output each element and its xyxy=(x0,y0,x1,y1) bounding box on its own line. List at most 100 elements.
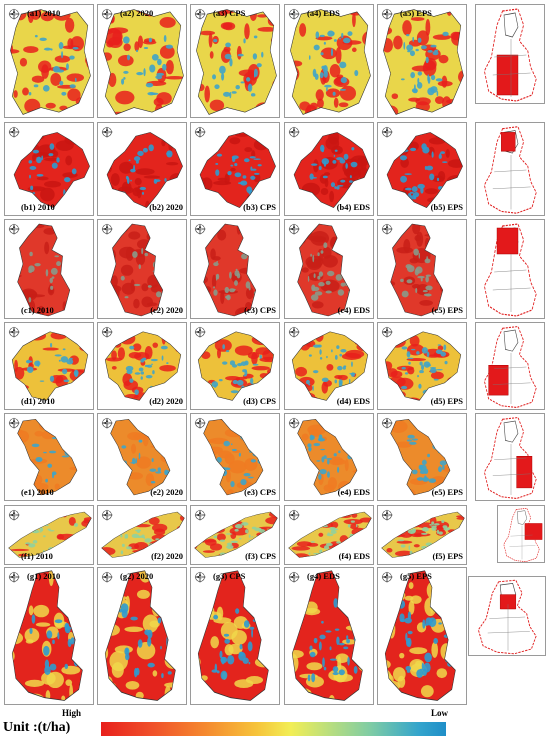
map-panel-f3: (f3) CPS xyxy=(190,505,280,565)
north-arrow-icon xyxy=(194,8,206,20)
locator-map-d xyxy=(475,322,545,410)
carbon-density-map xyxy=(11,331,89,401)
map-panel-d4: (d4) EDS xyxy=(284,322,374,410)
north-arrow-icon xyxy=(194,223,206,235)
carbon-density-map xyxy=(297,223,351,317)
carbon-density-map xyxy=(11,570,83,701)
map-panel-b2: (b2) 2020 xyxy=(97,122,187,216)
carbon-density-map xyxy=(197,331,275,401)
north-arrow-icon xyxy=(381,571,393,583)
locator-outline xyxy=(477,579,537,655)
map-panel-e1: (e1) 2010 xyxy=(4,413,94,501)
panel-label: (d3) CPS xyxy=(243,396,276,406)
north-arrow-icon xyxy=(381,326,393,338)
legend-low-label: Low xyxy=(431,708,449,718)
carbon-density-map xyxy=(383,9,464,115)
north-arrow-icon xyxy=(194,326,206,338)
north-arrow-icon xyxy=(288,326,300,338)
panel-label: (a5) EPS xyxy=(400,8,432,18)
locator-outline xyxy=(483,8,537,102)
carbon-density-map xyxy=(8,511,92,558)
north-arrow-icon xyxy=(101,509,113,521)
carbon-density-map xyxy=(103,9,184,115)
north-arrow-icon xyxy=(8,126,20,138)
north-arrow-icon xyxy=(288,571,300,583)
map-panel-b5: (b5) EPS xyxy=(377,122,467,216)
panel-label: (g5) EPS xyxy=(400,571,432,581)
panel-label: (c4) EDS xyxy=(337,305,370,315)
panel-label: (e3) CPS xyxy=(244,487,276,497)
locator-map-a xyxy=(475,4,545,104)
map-panel-b4: (b4) EDS xyxy=(284,122,374,216)
legend-unit-label: Unit :(t/ha) xyxy=(3,720,71,735)
north-arrow-icon xyxy=(288,509,300,521)
carbon-density-map xyxy=(196,9,277,115)
map-panel-a1: (a1) 2010 xyxy=(4,4,94,118)
north-arrow-icon xyxy=(288,8,300,20)
panel-label: (d5) EPS xyxy=(430,396,463,406)
north-arrow-icon xyxy=(381,223,393,235)
panel-label: (f4) EDS xyxy=(338,551,370,561)
map-panel-a3: (a3) CPS xyxy=(190,4,280,118)
north-arrow-icon xyxy=(8,326,20,338)
north-arrow-icon xyxy=(101,223,113,235)
panel-label: (f3) CPS xyxy=(245,551,276,561)
panel-label: (g4) EDS xyxy=(307,571,340,581)
panel-label: (c1) 2010 xyxy=(21,305,54,315)
map-panel-c3: (c3) CPS xyxy=(190,219,280,319)
map-panel-g3: (g3) CPS xyxy=(190,567,280,705)
carbon-density-map xyxy=(297,418,358,496)
map-panel-c4: (c4) EDS xyxy=(284,219,374,319)
map-panel-g2: (g2) 2020 xyxy=(97,567,187,705)
map-panel-g4: (g4) EDS xyxy=(284,567,374,705)
locator-outline xyxy=(483,325,537,409)
north-arrow-icon xyxy=(8,417,20,429)
carbon-density-map xyxy=(17,418,78,496)
north-arrow-icon xyxy=(8,571,20,583)
carbon-density-map xyxy=(384,570,456,701)
map-panel-e2: (e2) 2020 xyxy=(97,413,187,501)
locator-map-e xyxy=(475,413,545,501)
carbon-density-map xyxy=(197,570,269,701)
carbon-density-map xyxy=(104,570,176,701)
panel-label: (e1) 2010 xyxy=(21,487,54,497)
panel-label: (e5) EPS xyxy=(431,487,463,497)
map-panel-b1: (b1) 2010 xyxy=(4,122,94,216)
carbon-density-map xyxy=(203,223,257,317)
carbon-density-map xyxy=(386,132,463,208)
map-panel-a4: (a4) EDS xyxy=(284,4,374,118)
carbon-density-map xyxy=(290,9,371,115)
north-arrow-icon xyxy=(288,223,300,235)
locator-map-b xyxy=(475,122,545,216)
map-panel-e5: (e5) EPS xyxy=(377,413,467,501)
locator-outline xyxy=(483,126,537,214)
map-panel-c2: (c2) 2020 xyxy=(97,219,187,319)
panel-label: (e4) EDS xyxy=(337,487,370,497)
carbon-density-map xyxy=(17,223,71,317)
north-arrow-icon xyxy=(194,126,206,138)
panel-label: (a1) 2010 xyxy=(27,8,61,18)
panel-label: (c3) CPS xyxy=(244,305,276,315)
locator-map-f xyxy=(497,505,545,563)
north-arrow-icon xyxy=(194,509,206,521)
carbon-density-map xyxy=(194,511,278,558)
map-panel-c5: (c5) EPS xyxy=(377,219,467,319)
locator-map-c xyxy=(475,219,545,319)
map-panel-c1: (c1) 2010 xyxy=(4,219,94,319)
north-arrow-icon xyxy=(288,126,300,138)
map-panel-b3: (b3) CPS xyxy=(190,122,280,216)
north-arrow-icon xyxy=(101,8,113,20)
north-arrow-icon xyxy=(194,571,206,583)
panel-label: (f1) 2010 xyxy=(21,551,53,561)
carbon-density-map xyxy=(291,331,369,401)
legend-color-ramp xyxy=(101,722,446,736)
panel-label: (b3) CPS xyxy=(243,202,276,212)
panel-label: (f5) EPS xyxy=(432,551,463,561)
map-panel-g1: (g1) 2010 xyxy=(4,567,94,705)
carbon-density-map xyxy=(381,511,465,558)
carbon-density-map xyxy=(104,331,182,401)
north-arrow-icon xyxy=(101,126,113,138)
carbon-density-map xyxy=(291,570,363,701)
panel-label: (a2) 2020 xyxy=(120,8,154,18)
north-arrow-icon xyxy=(381,126,393,138)
